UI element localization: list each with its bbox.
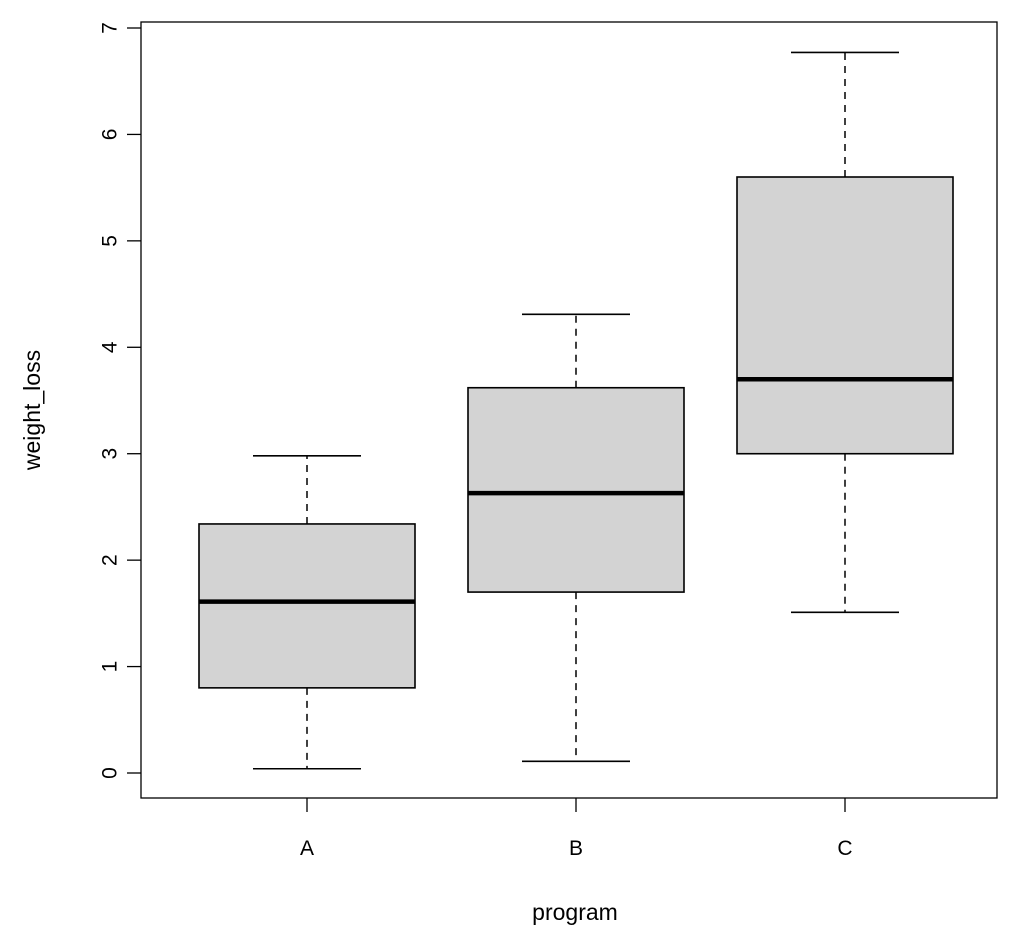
y-tick-label: 4: [99, 341, 122, 353]
y-tick-label: 6: [99, 129, 122, 141]
box-C: [736, 51, 954, 614]
x-tick-label: A: [300, 837, 314, 860]
x-tick-label: B: [569, 837, 583, 860]
y-axis-title: weight_loss: [19, 350, 45, 471]
box-body: [198, 523, 416, 689]
plot-frame: [140, 21, 998, 799]
y-tick-label: 7: [99, 22, 122, 34]
plot-area: [198, 51, 954, 770]
y-tick-label: 1: [99, 661, 122, 673]
box-B: [467, 313, 685, 763]
y-tick-label: 3: [99, 448, 122, 460]
x-axis-title: program: [532, 899, 618, 925]
box-body: [467, 386, 685, 593]
box-body: [736, 176, 954, 455]
y-tick-label: 0: [99, 767, 122, 779]
x-tick-label: C: [837, 837, 852, 860]
y-tick-label: 2: [99, 554, 122, 566]
box-A: [198, 455, 416, 770]
y-tick-label: 5: [99, 235, 122, 247]
axes: 0 1 2 3 4 5 6 7 A B C: [99, 21, 998, 860]
